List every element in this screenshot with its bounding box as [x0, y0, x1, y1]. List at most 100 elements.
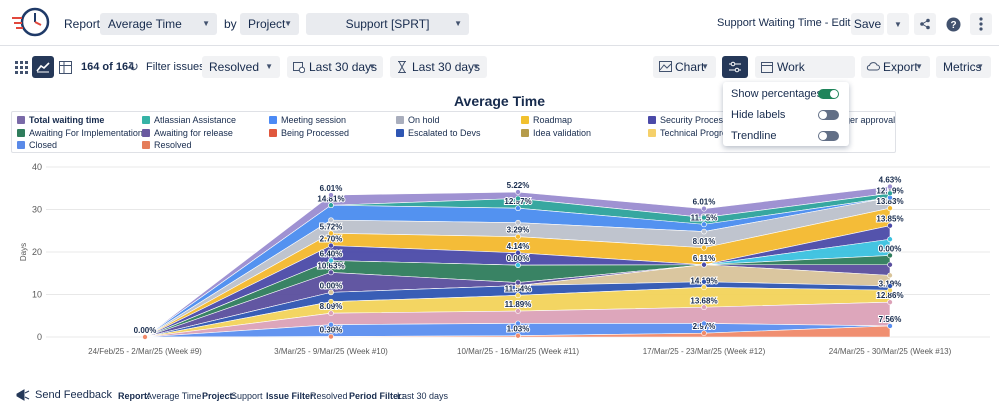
legend-item[interactable]: Being Processed: [269, 128, 349, 138]
data-point: [887, 252, 893, 259]
data-label: 6.11%: [693, 254, 715, 263]
toggle-knob: [819, 111, 827, 119]
data-point: [328, 298, 334, 305]
data-point: [328, 242, 334, 249]
chevron-down-icon: ▼: [284, 19, 292, 28]
refresh-icon[interactable]: ↻: [128, 59, 139, 74]
app-logo-icon: [12, 7, 50, 37]
chart-title: Average Time: [453, 93, 546, 109]
data-point: [887, 194, 893, 201]
area-series: [144, 238, 891, 338]
chevron-down-icon: ▼: [894, 19, 902, 29]
data-label: 6.01%: [693, 198, 716, 207]
data-point: [328, 269, 334, 276]
cloud-download-icon: [866, 62, 880, 71]
period-1-value: Last 30 days: [309, 60, 378, 74]
more-button[interactable]: [970, 13, 992, 35]
period-select-2[interactable]: Last 30 days ▼: [390, 56, 487, 78]
show-percentages-toggle[interactable]: [818, 89, 839, 99]
data-label: 13.85%: [876, 215, 903, 224]
save-options-button[interactable]: ▼: [887, 13, 909, 35]
legend-item[interactable]: On hold: [396, 115, 440, 125]
legend-label: Awaiting For Implementation: [29, 127, 143, 138]
report-select[interactable]: Average Time ▼: [100, 13, 217, 35]
data-point: [887, 323, 893, 329]
grid-view-button[interactable]: [10, 56, 32, 78]
legend-item[interactable]: Technical Progress: [648, 128, 736, 138]
x-tick-label: 3/Mar/25 - 9/Mar/25 (Week #10): [274, 347, 388, 356]
image-chart-icon: [659, 61, 672, 72]
chevron-down-icon: ▼: [265, 62, 273, 71]
data-point: [328, 321, 334, 328]
data-point: [328, 289, 334, 296]
data-label: 6.40%: [320, 250, 343, 259]
legend-item[interactable]: Closed: [17, 140, 57, 150]
data-point: [515, 282, 521, 289]
chart-type-select[interactable]: Chart ▼: [653, 56, 716, 78]
legend-swatch: [142, 116, 150, 124]
share-button[interactable]: [914, 13, 936, 35]
data-label: 1.03%: [507, 325, 530, 334]
chevron-down-icon: ▼: [976, 62, 984, 71]
chart-view-button[interactable]: [32, 56, 54, 78]
legend-label: Being Processed: [281, 127, 350, 138]
legend-swatch: [648, 128, 656, 137]
share-icon: [920, 18, 930, 30]
work-schedule-select[interactable]: Work schedule▼: [755, 56, 855, 96]
hide-labels-toggle[interactable]: [818, 110, 839, 120]
area-series: [144, 301, 891, 338]
legend-item[interactable]: Awaiting For Implementation: [17, 128, 143, 138]
chevron-down-icon: ▼: [915, 62, 923, 71]
toggle-knob: [830, 90, 838, 98]
area-series: [144, 325, 891, 338]
period-select-1[interactable]: Last 30 days ▼: [287, 56, 383, 78]
data-label: 6.01%: [320, 184, 343, 193]
footer-period-filter-key: Period Filter:: [349, 391, 405, 401]
data-label: 12.19%: [876, 187, 903, 196]
issue-count: 164 of 164: [81, 61, 135, 73]
group-select[interactable]: Project ▼: [240, 13, 299, 35]
legend-item[interactable]: Roadmap: [521, 115, 572, 125]
legend-item[interactable]: Meeting session: [269, 115, 346, 125]
data-point: [887, 222, 893, 229]
legend-item[interactable]: Security Processing: [648, 115, 740, 125]
legend-item[interactable]: Atlassian Assistance: [142, 115, 236, 125]
trendline-toggle[interactable]: [818, 131, 839, 141]
data-label: 13.68%: [690, 296, 717, 305]
data-label: 4.14%: [507, 242, 530, 251]
legend-label: Meeting session: [281, 115, 347, 125]
footer-issue-filter-value: Resolved: [310, 391, 348, 401]
metrics-select[interactable]: Metrics ▼: [936, 56, 991, 78]
x-tick-label: 24/Feb/25 - 2/Mar/25 (Week #9): [88, 347, 202, 356]
legend-swatch: [396, 128, 404, 137]
period-2-value: Last 30 days: [412, 60, 481, 74]
chevron-down-icon: ▼: [454, 19, 462, 28]
data-point: [328, 217, 334, 223]
export-select[interactable]: Export ▼: [861, 56, 930, 78]
filter-select[interactable]: Resolved ▼: [202, 56, 280, 78]
legend-item[interactable]: Escalated to Devs: [396, 128, 481, 138]
y-tick-label: 40: [32, 162, 42, 172]
chart-settings-button[interactable]: [722, 56, 748, 78]
legend-item[interactable]: Total waiting time: [17, 115, 104, 125]
project-select[interactable]: Support [SPRT] ▼: [306, 13, 469, 35]
toggle-knob: [819, 132, 827, 140]
send-feedback-link[interactable]: Send Feedback: [16, 389, 112, 401]
data-point: [515, 219, 521, 226]
data-label: 4.63%: [879, 176, 902, 185]
area-series: [144, 264, 891, 338]
footer-report-key: Report:: [118, 391, 150, 401]
data-point: [887, 194, 893, 201]
legend-item[interactable]: Idea validation: [521, 128, 591, 138]
table-view-button[interactable]: [54, 56, 76, 78]
data-point: [701, 284, 707, 291]
legend-item[interactable]: Resolved: [142, 140, 192, 150]
group-select-value: Project: [248, 17, 286, 31]
legend-item[interactable]: Awaiting for release: [142, 128, 233, 138]
legend-label: Security Processing: [660, 115, 740, 125]
help-button[interactable]: ?: [942, 13, 964, 35]
hide-labels-label: Hide labels: [731, 109, 786, 121]
data-label: 7.56%: [879, 315, 902, 324]
area-series: [144, 197, 891, 338]
save-button[interactable]: Save: [851, 13, 884, 35]
